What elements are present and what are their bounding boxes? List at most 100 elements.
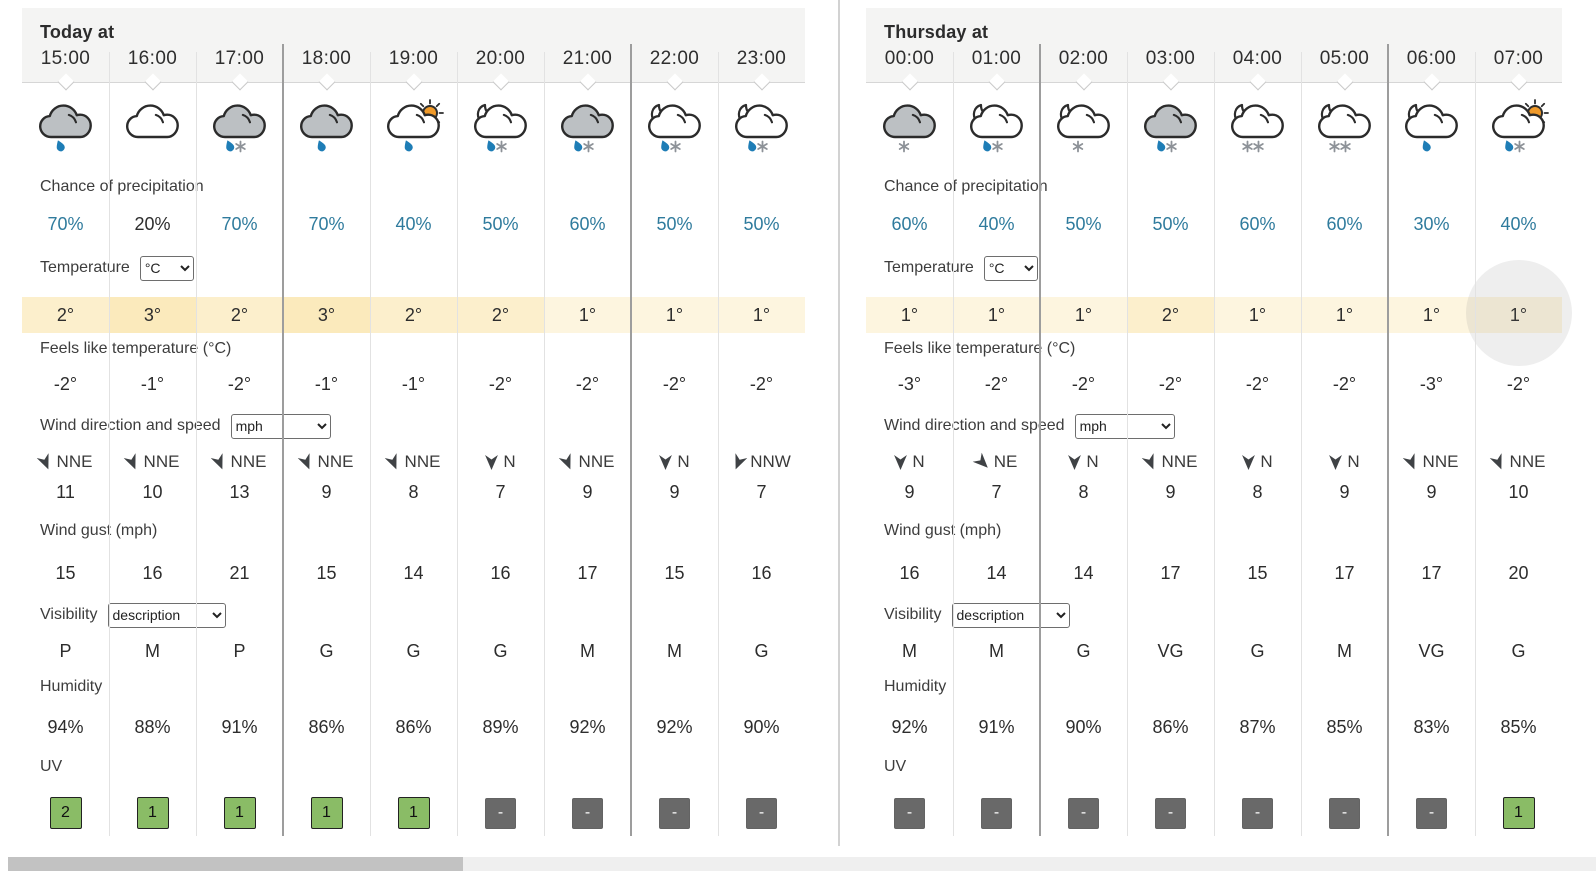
cloud-shape (38, 104, 92, 139)
snowflake-icon (898, 140, 909, 153)
weather-icon-cell (866, 83, 953, 171)
humidity-label: Humidity (40, 678, 103, 695)
time-cell[interactable]: 07:00 (1475, 48, 1562, 91)
wind-gust-value: 16 (490, 562, 511, 583)
raindrop-icon (747, 140, 756, 152)
time-cell[interactable]: 02:00 (1040, 48, 1127, 91)
raindrop-icon (225, 140, 234, 152)
wind-direction-value: NNE (317, 452, 354, 471)
raindrop-icon (56, 140, 65, 152)
time-cell[interactable]: 19:00 (370, 48, 457, 91)
temperature-value: 1° (953, 297, 1040, 333)
snowflake-icon (1165, 140, 1177, 153)
time-cell[interactable]: 22:00 (631, 48, 718, 91)
cloud-shape (560, 104, 614, 139)
time-cell[interactable]: 03:00 (1127, 48, 1214, 91)
raindrop-icon (317, 140, 326, 152)
temperature-value: 1° (1040, 297, 1127, 333)
visibility-label: Visibility (884, 606, 942, 623)
wind-speed-value: 13 (229, 481, 250, 502)
visibility-unit-select[interactable]: description (951, 602, 1070, 628)
horizontal-scrollbar-thumb[interactable] (8, 857, 463, 871)
wind-unit-select[interactable]: mph (230, 413, 331, 439)
cloud-shape (647, 104, 701, 139)
wind-gust-value: 20 (1508, 562, 1529, 583)
time-cell[interactable]: 06:00 (1388, 48, 1475, 91)
time-label: 07:00 (1493, 48, 1544, 69)
wind-unit-select[interactable]: mph (1074, 413, 1175, 439)
temperature-value: 1° (718, 297, 805, 333)
wind-gust-value: 15 (1247, 562, 1268, 583)
visibility-value: G (1076, 640, 1091, 661)
wind-direction-cell: N (1301, 449, 1388, 475)
wind-direction-value: N (1347, 452, 1360, 471)
visibility-unit-select[interactable]: description (107, 602, 226, 628)
time-cell[interactable]: 04:00 (1214, 48, 1301, 91)
feels-like-value: -2° (488, 373, 513, 394)
wind-label: Wind direction and speed (884, 417, 1065, 434)
cloud-shape (1056, 104, 1110, 139)
temperature-unit-select[interactable]: °C (983, 255, 1038, 281)
visibility-value: M (667, 640, 682, 661)
time-cell[interactable]: 18:00 (283, 48, 370, 91)
precipitation-label: Chance of precipitation (40, 178, 204, 195)
wind-direction-cell: NNE (370, 449, 457, 475)
uv-cell: - (1040, 789, 1127, 837)
raindrop-icon (982, 140, 991, 152)
weather-icon-cell (718, 83, 805, 171)
uv-cell: 1 (196, 789, 283, 837)
feels-like-value: -2° (984, 373, 1009, 394)
humidity-value: 91% (221, 716, 258, 737)
wind-direction-cell: NNE (1127, 449, 1214, 475)
wind-direction-value: NNE (578, 452, 615, 471)
temperature-value: 1° (1301, 297, 1388, 333)
cloud-shape (1491, 104, 1545, 139)
wind-direction-arrow (972, 452, 988, 468)
precip-value: 50% (743, 213, 780, 234)
column-divider (1127, 52, 1128, 836)
uv-cell: - (1388, 789, 1475, 837)
horizontal-scrollbar[interactable] (8, 857, 1596, 871)
temperature-value: 2° (22, 297, 109, 333)
column-divider (370, 52, 371, 836)
wind-speed-value: 9 (582, 481, 593, 502)
precip-value: 40% (1500, 213, 1537, 234)
time-cell[interactable]: 17:00 (196, 48, 283, 91)
temperature-value: 3° (109, 297, 196, 333)
uv-cell: - (1301, 789, 1388, 837)
column-divider (953, 52, 954, 836)
panel-title: Thursday at (884, 22, 989, 42)
column-divider (718, 52, 719, 836)
time-cell[interactable]: 20:00 (457, 48, 544, 91)
visibility-value: G (493, 640, 508, 661)
column-divider (196, 52, 197, 836)
weather-icon-cell (457, 83, 544, 171)
column-divider (1475, 52, 1476, 836)
wind-direction-arrow (1068, 454, 1082, 470)
time-cell[interactable]: 16:00 (109, 48, 196, 91)
weather-icon-sleet-shower-day (1491, 99, 1549, 153)
feels-like-value: -2° (749, 373, 774, 394)
uv-label: UV (40, 758, 63, 775)
time-cell[interactable]: 15:00 (22, 48, 109, 91)
time-cell[interactable]: 00:00 (866, 48, 953, 91)
time-cell[interactable]: 23:00 (718, 48, 805, 91)
wind-direction-cell: NNE (1475, 449, 1562, 475)
precip-value: 70% (221, 213, 258, 234)
humidity-value: 86% (395, 716, 432, 737)
visibility-label: Visibility (40, 606, 98, 623)
temperature-unit-select[interactable]: °C (139, 255, 194, 281)
wind-speed-value: 8 (1252, 481, 1263, 502)
time-cell[interactable]: 21:00 (544, 48, 631, 91)
uv-cell: - (631, 789, 718, 837)
weather-icon-cloudy (125, 104, 179, 139)
cloud-shape (212, 104, 266, 139)
snowflake-icon (1252, 140, 1264, 153)
time-cell[interactable]: 05:00 (1301, 48, 1388, 91)
weather-icon-light-rain (299, 104, 353, 152)
time-label: 20:00 (475, 48, 526, 69)
time-cell[interactable]: 01:00 (953, 48, 1040, 91)
time-label: 05:00 (1319, 48, 1370, 69)
panel-header: Today at 15:00 16:00 17:00 18:00 19:00 20:00 21… (22, 8, 805, 91)
